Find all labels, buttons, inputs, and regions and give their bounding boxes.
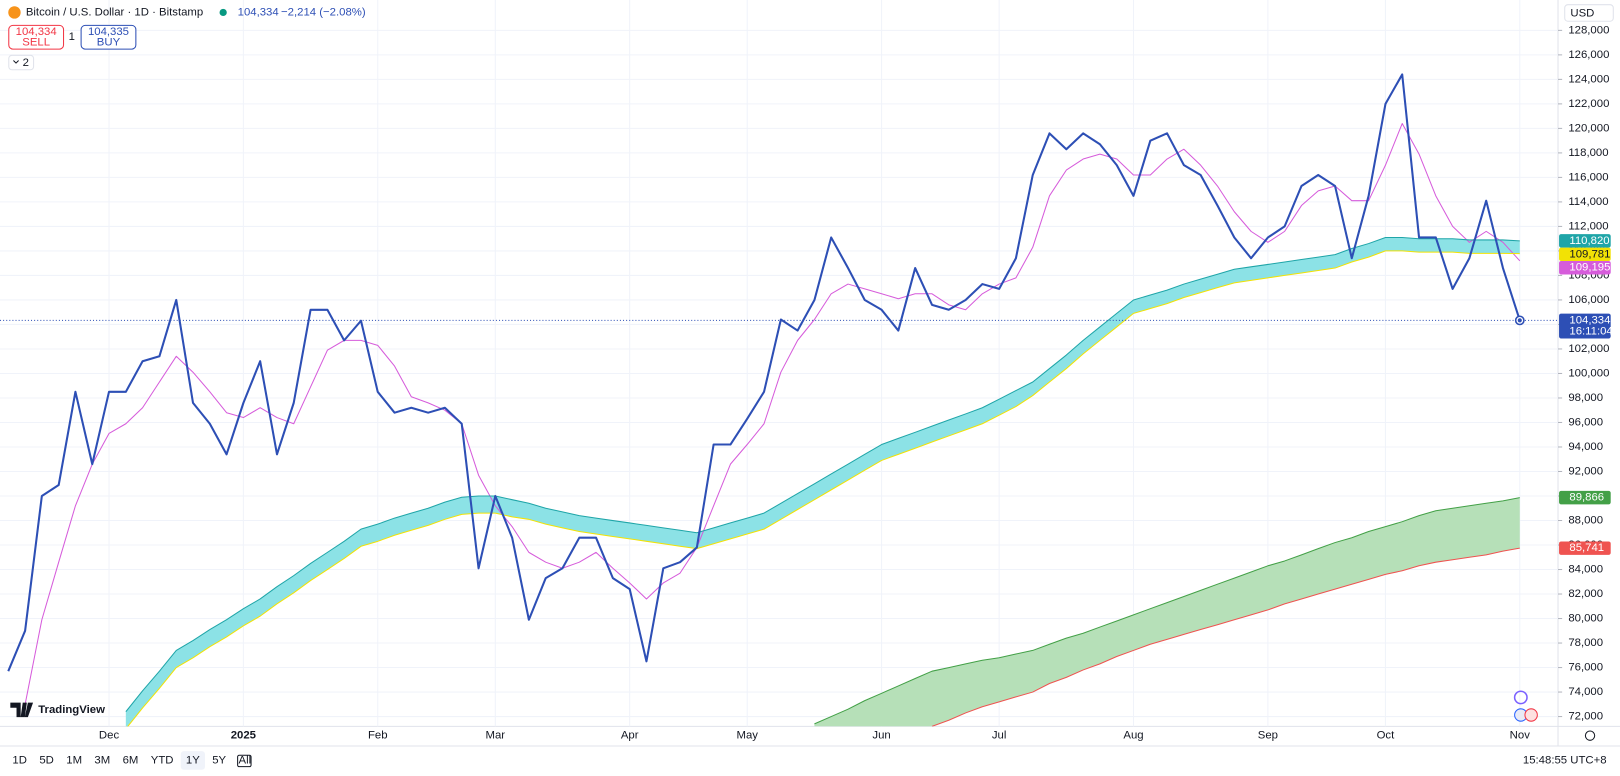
sell-price: 104,334 xyxy=(16,26,57,38)
y-tick-label: 116,000 xyxy=(1568,171,1608,183)
range-button[interactable]: 1M xyxy=(66,754,82,766)
y-tick-label: 74,000 xyxy=(1568,686,1603,698)
calendar-icon[interactable] xyxy=(237,754,252,768)
price-line xyxy=(7,73,1521,672)
x-tick-label: Sep xyxy=(1258,730,1278,742)
last-value-box xyxy=(1559,261,1611,275)
y-tick-label: 124,000 xyxy=(1568,73,1609,85)
indicator-line xyxy=(814,497,1520,725)
x-tick-label: Oct xyxy=(1377,730,1396,742)
y-tick-label: 96,000 xyxy=(1568,416,1603,428)
chevron-icon xyxy=(13,60,19,64)
last-value-label: 104,334 xyxy=(1569,314,1610,326)
range-button[interactable]: 1D xyxy=(12,754,27,766)
last-value-box xyxy=(1559,313,1611,339)
alert-icon[interactable] xyxy=(1513,690,1528,705)
x-tick-label: Apr xyxy=(621,730,639,742)
indicator-line xyxy=(127,250,1520,727)
y-tick-label: 100,000 xyxy=(1568,367,1609,379)
last-value-label: 89,866 xyxy=(1569,492,1604,504)
range-button-bg[interactable] xyxy=(180,751,205,770)
coin-icon xyxy=(8,6,21,19)
y-tick-label: 82,000 xyxy=(1568,588,1603,600)
clock: 15:48:55 UTC+8 xyxy=(1523,754,1607,766)
currency-button[interactable] xyxy=(1564,4,1614,22)
x-tick-label: Jun xyxy=(872,730,890,742)
logo-text: TradingView xyxy=(38,704,105,716)
y-tick-label: 114,000 xyxy=(1568,196,1608,208)
settings-icon[interactable] xyxy=(1584,730,1596,741)
y-tick-label: 72,000 xyxy=(1568,711,1603,723)
range-button[interactable]: 1Y xyxy=(186,754,200,766)
sell-button[interactable] xyxy=(8,24,65,50)
indicator-line xyxy=(24,122,1521,705)
event-flag[interactable] xyxy=(1524,708,1538,722)
buy-price: 104,335 xyxy=(88,26,129,38)
x-tick-label: Nov xyxy=(1510,730,1531,742)
last-value-box xyxy=(1559,234,1611,248)
range-button[interactable]: 3M xyxy=(94,754,110,766)
last-value-label: 85,741 xyxy=(1569,542,1604,554)
last-value-box xyxy=(1559,247,1611,262)
sell-label: SELL xyxy=(22,36,50,48)
buy-label: BUY xyxy=(97,36,121,48)
x-tick-label: May xyxy=(736,730,758,742)
quantity: 1 xyxy=(69,31,75,43)
y-tick-label: 94,000 xyxy=(1568,441,1603,453)
last-price: 104,334 xyxy=(238,6,279,18)
y-tick-label: 84,000 xyxy=(1568,564,1603,576)
y-tick-label: 106,000 xyxy=(1568,294,1609,306)
plot-area xyxy=(0,0,1559,727)
last-value-box xyxy=(1559,541,1611,555)
symbol-title: Bitcoin / U.S. Dollar · 1D · Bitstamp xyxy=(26,6,203,18)
y-tick-label: 102,000 xyxy=(1568,343,1609,355)
x-tick-label: Jul xyxy=(992,730,1007,742)
x-tick-label: Aug xyxy=(1123,730,1143,742)
y-tick-label: 122,000 xyxy=(1568,98,1609,110)
last-value-label: 109,195 xyxy=(1569,262,1610,274)
market-status xyxy=(219,8,227,17)
y-tick-label: 98,000 xyxy=(1568,392,1603,404)
price-change: −2,214 (−2.08%) xyxy=(281,6,366,18)
y-tick-label: 78,000 xyxy=(1568,637,1603,649)
y-tick-label: 80,000 xyxy=(1568,613,1603,625)
y-tick-label: 126,000 xyxy=(1568,49,1609,61)
y-tick-label: 92,000 xyxy=(1568,465,1603,477)
indicators-count: 2 xyxy=(23,57,29,69)
last-value-box xyxy=(1559,490,1611,505)
indicator-line xyxy=(931,547,1520,727)
x-tick-label: 2025 xyxy=(231,730,256,742)
range-button[interactable]: 5D xyxy=(39,754,54,766)
indicators-toggle[interactable] xyxy=(8,54,35,71)
range-button[interactable]: YTD xyxy=(151,754,174,766)
y-tick-label: 88,000 xyxy=(1568,515,1603,527)
range-button[interactable]: All xyxy=(239,754,252,766)
y-tick-label: 76,000 xyxy=(1568,662,1603,674)
y-tick-label: 120,000 xyxy=(1568,122,1609,134)
overlay: Bitcoin / U.S. Dollar · 1D · Bitstamp 10… xyxy=(8,4,1614,770)
currency: USD xyxy=(1570,7,1594,19)
range-button[interactable]: 5Y xyxy=(212,754,226,766)
buy-button[interactable] xyxy=(80,24,137,50)
band-area xyxy=(125,237,1520,727)
y-tick-label: 128,000 xyxy=(1568,24,1609,36)
y-tick-label: 112,000 xyxy=(1568,220,1608,232)
indicator-line xyxy=(125,236,1520,713)
x-tick-label: Feb xyxy=(368,730,388,742)
band-area xyxy=(814,497,1520,727)
last-value-label: 110,820 xyxy=(1569,235,1609,247)
y-tick-label: 118,000 xyxy=(1568,147,1608,159)
x-tick-label: Dec xyxy=(99,730,120,742)
bar-countdown: 16:11:04 xyxy=(1569,326,1612,338)
x-tick-label: Mar xyxy=(486,730,506,742)
range-button[interactable]: 6M xyxy=(123,754,139,766)
last-point-core xyxy=(1517,318,1522,323)
last-value-label: 109,781 xyxy=(1569,248,1610,260)
